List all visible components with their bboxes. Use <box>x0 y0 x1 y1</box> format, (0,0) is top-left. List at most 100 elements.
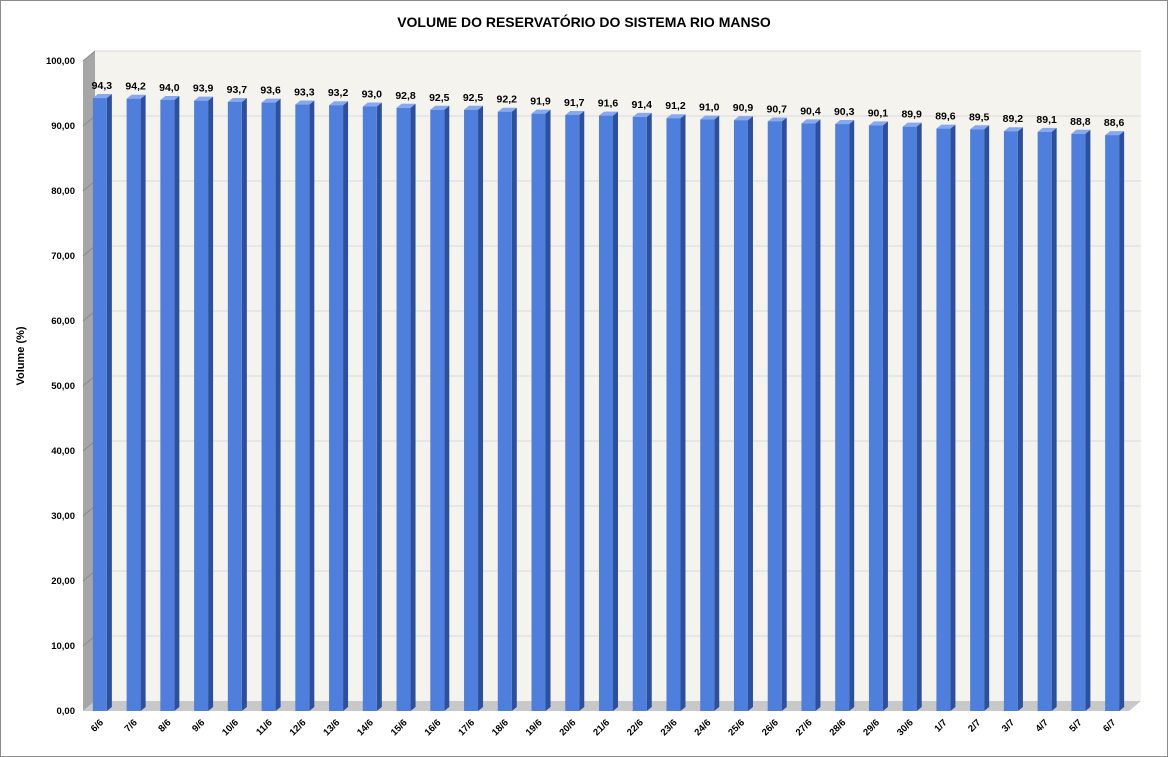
x-tick-label: 22/6 <box>625 717 646 738</box>
bar <box>565 110 585 711</box>
bar-front <box>1105 135 1120 712</box>
data-label: 93,3 <box>294 87 315 99</box>
data-label: 89,5 <box>969 111 990 123</box>
data-label: 90,9 <box>733 102 754 114</box>
bar <box>362 102 382 711</box>
x-tick-label: 1/7 <box>932 717 949 734</box>
x-tick-label: 13/6 <box>321 717 342 738</box>
x-tick-label: 30/6 <box>895 717 916 738</box>
x-tick-label: 11/6 <box>254 717 274 737</box>
bar-top <box>936 124 956 129</box>
bar-top <box>160 96 180 100</box>
x-tick-label: 27/6 <box>794 717 815 738</box>
bar <box>835 120 855 712</box>
y-tick-label: 70,00 <box>51 251 75 262</box>
bar <box>92 94 112 712</box>
bar-front <box>936 128 951 712</box>
bar-side <box>1085 129 1091 712</box>
data-label: 92,2 <box>497 94 518 106</box>
bar-top <box>227 97 247 102</box>
bar <box>1071 129 1091 712</box>
bar-side <box>984 125 990 711</box>
bar-side <box>106 94 112 712</box>
x-tick-label: 2/7 <box>966 717 983 734</box>
y-tick-label: 40,00 <box>51 446 75 457</box>
data-label: 90,1 <box>868 107 889 119</box>
bar <box>160 96 180 711</box>
data-label: 93,9 <box>193 83 214 95</box>
data-label: 91,2 <box>665 100 686 112</box>
bar-top <box>1037 127 1057 132</box>
bar-side <box>410 103 416 712</box>
bar-side <box>916 122 922 711</box>
bar <box>733 116 753 711</box>
gridline-side <box>82 50 96 62</box>
bar-front <box>700 119 715 711</box>
bar-side <box>613 111 618 712</box>
data-label: 91,0 <box>699 102 720 114</box>
y-axis-label: Volume (%) <box>15 326 27 385</box>
bars <box>92 94 1125 712</box>
x-tick-label: 20/6 <box>558 717 579 738</box>
bar-side <box>747 116 753 711</box>
x-tick-label: 14/6 <box>355 717 376 738</box>
data-label: 94,3 <box>92 80 113 92</box>
bar <box>970 125 990 711</box>
x-tick-label: 19/6 <box>524 717 545 738</box>
bar-front <box>632 116 647 711</box>
bar <box>1037 127 1057 712</box>
bar <box>632 112 652 711</box>
y-tick-label: 10,00 <box>51 641 75 652</box>
x-tick-label: 29/6 <box>861 717 882 738</box>
bar-top <box>632 112 652 117</box>
bar <box>1105 131 1125 712</box>
data-label: 90,7 <box>766 103 787 115</box>
bar-side <box>343 101 349 711</box>
y-tick-label: 30,00 <box>51 511 75 522</box>
x-tick-label: 3/7 <box>1000 717 1017 734</box>
bar-front <box>902 126 917 711</box>
x-tick-label: 6/7 <box>1101 717 1118 734</box>
x-tick-label: 7/6 <box>123 717 140 734</box>
bar-front <box>92 98 107 712</box>
bar-front <box>565 114 580 711</box>
bar-front <box>396 107 411 712</box>
data-label: 89,2 <box>1003 113 1024 125</box>
bar <box>1003 127 1023 711</box>
data-label: 90,3 <box>834 106 855 118</box>
bar-side <box>208 96 214 711</box>
bar-side <box>579 110 585 711</box>
bar-side <box>478 105 484 711</box>
x-tick-label: 25/6 <box>726 717 747 738</box>
bar-side <box>376 102 382 711</box>
data-label: 91,4 <box>632 99 653 111</box>
y-tick-label: 50,00 <box>51 381 75 392</box>
y-tick-label: 60,00 <box>51 316 75 327</box>
data-label: 91,7 <box>564 97 585 109</box>
bar-top <box>464 105 484 110</box>
bar-top <box>1071 129 1091 134</box>
x-tick-label: 5/7 <box>1067 717 1084 734</box>
x-tick-label: 10/6 <box>220 717 241 738</box>
bar-side <box>849 120 855 712</box>
chart-title: VOLUME DO RESERVATÓRIO DO SISTEMA RIO MA… <box>397 13 771 30</box>
bar-front <box>970 129 985 711</box>
bar-side <box>815 119 821 711</box>
bar <box>194 96 214 711</box>
x-tick-label: 23/6 <box>659 717 680 738</box>
bar-side <box>241 97 247 711</box>
y-tick-label: 90,00 <box>51 121 75 132</box>
bar-top <box>396 103 416 108</box>
bar-front <box>295 104 310 712</box>
bar-side <box>275 98 281 712</box>
bar-side <box>511 107 517 711</box>
bar <box>936 124 956 712</box>
bar-top <box>362 102 382 107</box>
bar-side <box>950 124 956 712</box>
bar-top <box>497 107 517 112</box>
bar-side <box>1017 127 1023 711</box>
x-tick-label: 8/6 <box>156 717 173 734</box>
y-tick-label: 80,00 <box>51 186 75 197</box>
bar-front <box>329 105 344 711</box>
